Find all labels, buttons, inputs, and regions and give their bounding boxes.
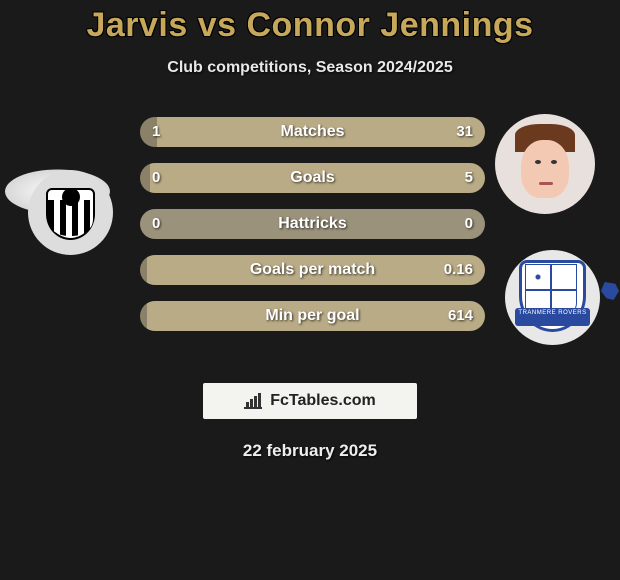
player-right-avatar (495, 114, 595, 214)
stat-value-right: 0 (465, 215, 473, 232)
stat-row: 1 Matches 31 (140, 117, 485, 147)
comparison-card: Jarvis vs Connor Jennings Club competiti… (0, 0, 620, 461)
stat-value-right: 5 (465, 169, 473, 186)
stat-value-left: 1 (152, 123, 160, 140)
stat-label: Goals (290, 169, 334, 187)
stat-row: 0 Hattricks 0 (140, 209, 485, 239)
face-icon (495, 114, 595, 214)
bar-chart-icon (244, 393, 264, 409)
stat-value-left: 0 (152, 215, 160, 232)
stat-bar-left (140, 255, 147, 285)
stat-value-right: 614 (448, 307, 473, 324)
stat-label: Matches (280, 123, 344, 141)
stat-bar-left (140, 163, 150, 193)
subtitle: Club competitions, Season 2024/2025 (0, 59, 620, 77)
brand-badge[interactable]: FcTables.com (203, 383, 417, 419)
page-title: Jarvis vs Connor Jennings (0, 6, 620, 45)
club-right-crest: TRANMERE ROVERS (505, 250, 600, 345)
tranmere-rovers-icon: TRANMERE ROVERS (505, 250, 600, 345)
date-label: 22 february 2025 (0, 441, 620, 461)
stat-row: Goals per match 0.16 (140, 255, 485, 285)
stat-row: Min per goal 614 (140, 301, 485, 331)
stat-value-right: 31 (456, 123, 473, 140)
notts-county-icon (28, 170, 113, 255)
main-area: TRANMERE ROVERS 1 Matches 31 0 Goals 5 0 Hattri… (0, 117, 620, 377)
stat-label: Min per goal (265, 307, 359, 325)
club-left-crest (28, 170, 113, 255)
stat-value-right: 0.16 (444, 261, 473, 278)
stat-row: 0 Goals 5 (140, 163, 485, 193)
stat-bar-left (140, 301, 147, 331)
stat-label: Goals per match (250, 261, 375, 279)
brand-text: FcTables.com (270, 392, 376, 410)
stat-value-left: 0 (152, 169, 160, 186)
stats-column: 1 Matches 31 0 Goals 5 0 Hattricks 0 Goals per ma… (140, 117, 485, 347)
stat-label: Hattricks (278, 215, 346, 233)
